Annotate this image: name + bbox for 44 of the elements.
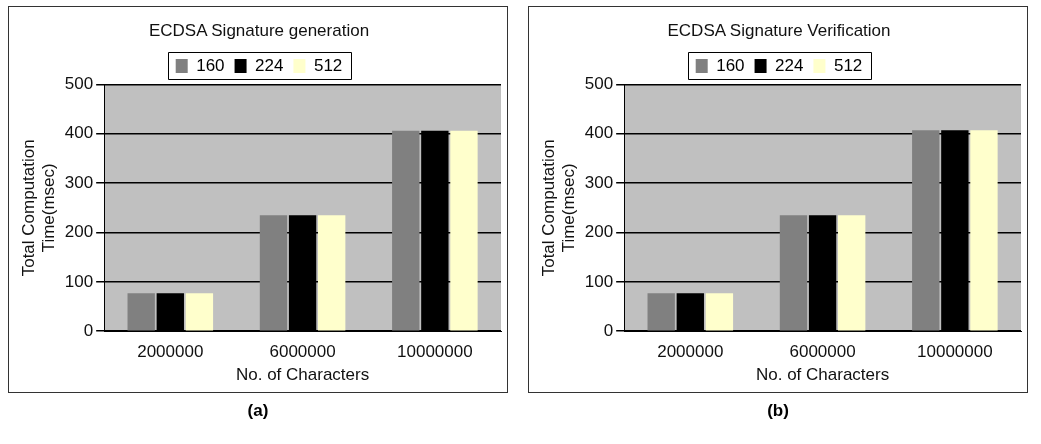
bar	[392, 130, 420, 331]
chart-title: ECDSA Signature Verification	[667, 20, 891, 40]
y-tick-label: 500	[584, 74, 614, 94]
legend-label: 512	[833, 55, 863, 75]
y-tick-label: 200	[64, 222, 94, 242]
legend-label: 224	[255, 55, 284, 75]
text: (a)	[247, 401, 269, 421]
y-tick-label: 100	[64, 271, 94, 291]
legend-label: 160	[716, 55, 745, 75]
bar	[647, 293, 675, 331]
bar	[450, 130, 478, 331]
bar	[127, 293, 155, 331]
bar	[705, 293, 734, 331]
x-tick-label: 6000000	[789, 342, 856, 362]
bar	[185, 293, 214, 331]
x-tick-label: 2000000	[137, 342, 204, 362]
y-tick-label: 200	[584, 222, 614, 242]
bar	[318, 215, 346, 331]
y-tick-label: 400	[64, 123, 94, 143]
x-tick-label: 10000000	[397, 342, 473, 362]
y-tick-label: 0	[603, 320, 614, 340]
y-tick-label: 0	[83, 320, 94, 340]
bar	[970, 130, 998, 331]
y-tick-label: 500	[64, 74, 94, 94]
y-axis-title: Total Computation Time(msec)	[18, 139, 59, 277]
y-axis-title: Total Computation Time(msec)	[538, 139, 579, 277]
legend-label: 224	[775, 55, 804, 75]
bar	[912, 130, 940, 331]
bar	[779, 215, 808, 331]
chart-title: ECDSA Signature generation	[148, 20, 370, 40]
x-axis-title: No. of Characters	[235, 365, 370, 385]
text: (b)	[767, 401, 789, 421]
x-tick-label: 6000000	[269, 342, 336, 362]
y-tick-label: 300	[64, 172, 94, 192]
x-tick-label: 10000000	[917, 342, 993, 362]
legend-label: 160	[196, 55, 225, 75]
y-tick-label: 100	[584, 271, 614, 291]
y-tick-label: 300	[584, 172, 614, 192]
y-tick-label: 400	[584, 123, 614, 143]
bar	[259, 215, 288, 331]
x-axis-title: No. of Characters	[755, 365, 890, 385]
legend-label: 512	[313, 55, 343, 75]
x-tick-label: 2000000	[657, 342, 724, 362]
bar	[838, 215, 866, 331]
